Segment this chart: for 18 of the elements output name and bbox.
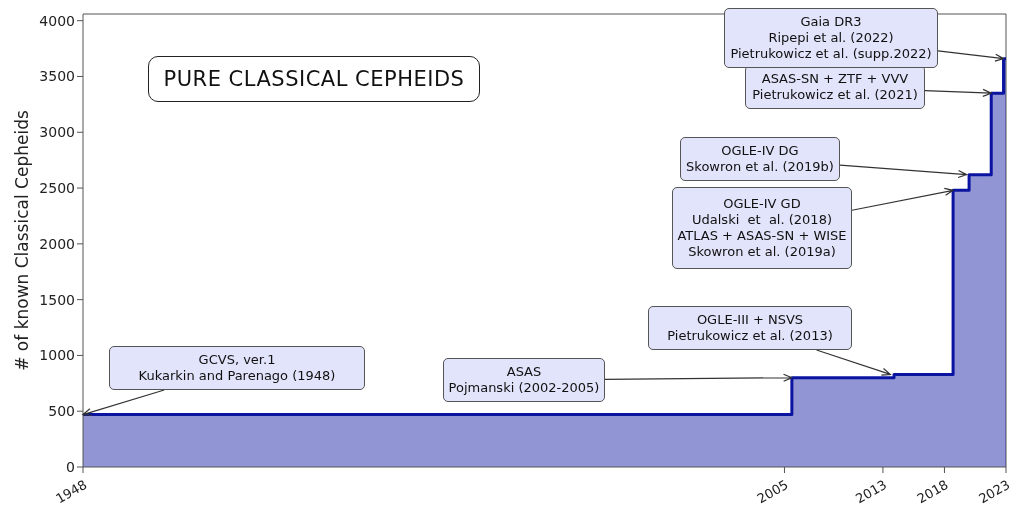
annotation: ASAS-SN + ZTF + VVV Pietrukowicz et al. (2021) [752,71,918,103]
y-axis-title: # of known Classical Cepheids [12,110,32,371]
y-tick-label: 3500 [39,68,75,85]
y-tick-label: 1500 [39,291,75,308]
annotation: Gaia DR3 Ripepi et al. (2022) Pietrukowicz et al. (supp.2022) [730,14,932,62]
y-tick-label: 4000 [39,12,75,29]
annotation: GCVS, ver.1 Kukarkin and Parenago (1948) [138,352,336,384]
annotation: ASAS Pojmanski (2002-2005) [448,364,600,396]
y-tick-label: 1000 [39,347,75,364]
y-tick-label: 0 [66,458,75,475]
y-tick-label: 2000 [39,235,75,252]
annotation: OGLE-IV DG Skowron et al. (2019b) [686,143,834,175]
annotation: OGLE-IV GD Udalski et al. (2018) ATLAS + ASAS-SN + WISE Skowron et al. (2019a) [677,196,847,260]
y-tick-label: 2500 [39,180,75,197]
annotation: OGLE-III + NSVS Pietrukowicz et al. (2013) [667,312,833,344]
text: PURE CLASSICAL CEPHEIDS [148,56,480,102]
y-tick-label: 3000 [39,124,75,141]
y-tick-label: 500 [48,403,75,420]
